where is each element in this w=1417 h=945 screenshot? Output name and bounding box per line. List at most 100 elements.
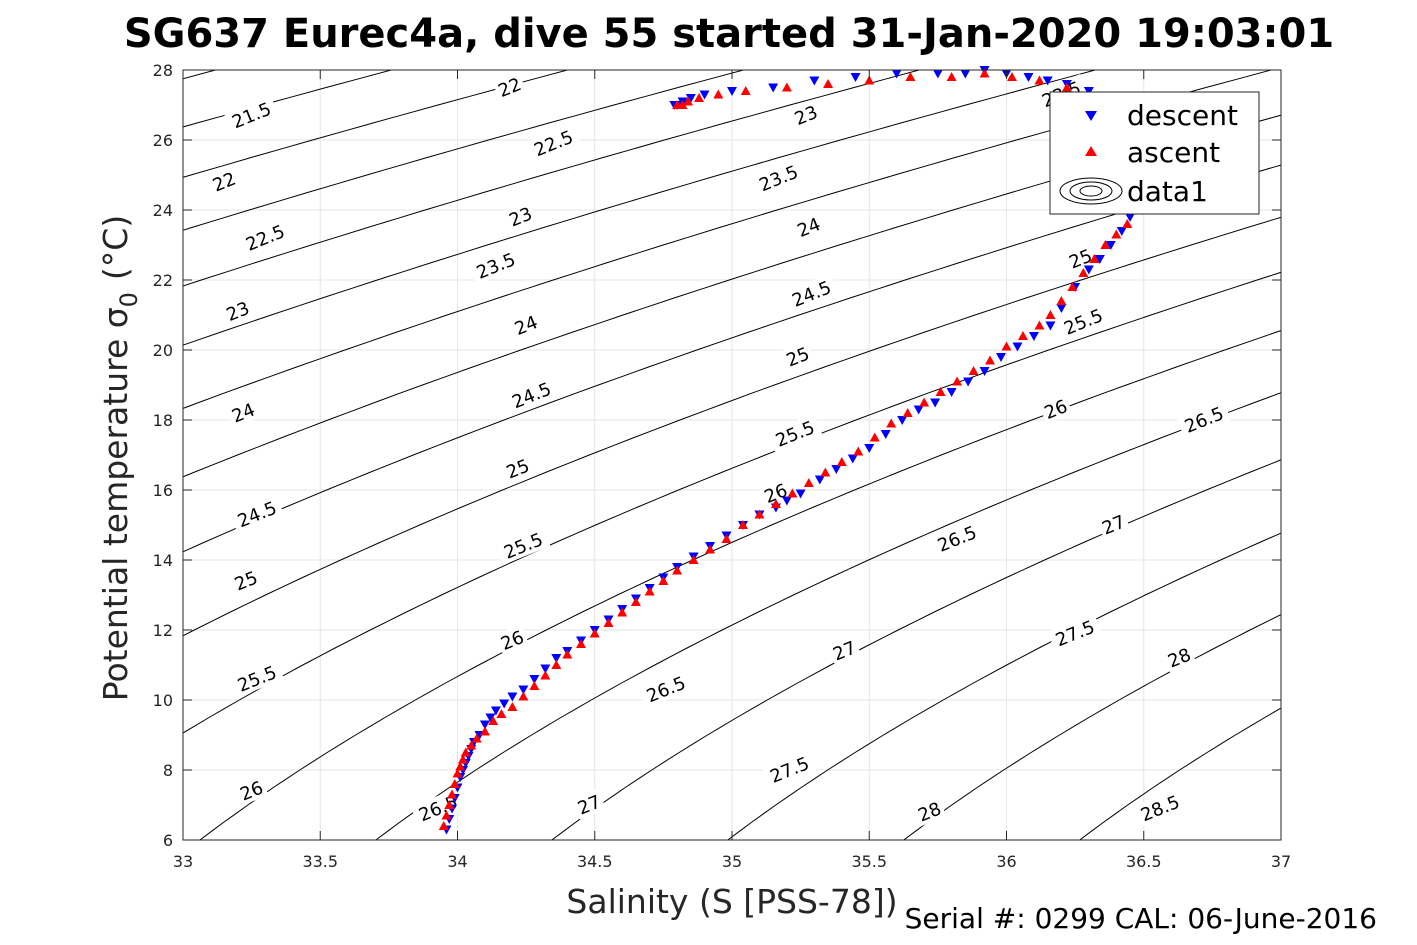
descent-marker [551,654,562,663]
descent-marker [1023,73,1034,82]
y-tick-label: 26 [153,131,173,150]
y-tick-label: 12 [153,621,173,640]
ascent-marker [672,565,683,575]
legend-box [1049,91,1260,215]
contour-label: 25 [500,452,535,484]
density-contour-line [183,216,1281,637]
svg-text:23.5: 23.5 [474,249,519,283]
contour-label: 27 [571,788,607,820]
ascent-marker [946,72,957,81]
ascent-marker [518,691,529,701]
descent-marker [479,720,490,730]
y-tick-label: 28 [153,61,173,80]
svg-text:24.5: 24.5 [789,277,834,311]
contour-label: 24.5 [229,494,285,534]
density-contour-line [183,70,922,287]
contour-label: 22 [492,71,527,103]
contour-label: 28.5 [1132,788,1188,828]
ascent-marker [441,810,452,820]
ascent-marker [919,397,930,407]
y-axis-label: Potential temperature σ0 (°C) [96,215,143,701]
x-tick-label: 34.5 [577,852,613,871]
contour-label: 26.5 [929,518,985,558]
density-contour-line [183,70,218,80]
ascent-marker [471,733,482,743]
y-tick-label: 22 [153,271,173,290]
descent-marker [1045,321,1056,331]
descent-marker [795,489,806,499]
ascent-marker [466,740,477,750]
ascent-marker [740,86,751,95]
ascent-marker [455,761,466,771]
ascent-marker [672,100,683,109]
descent-marker [979,367,990,376]
ascent-marker [1034,320,1045,330]
y-tick-label: 20 [153,341,173,360]
ascent-marker [488,716,499,725]
contour-label: 27 [827,634,862,666]
ascent-marker [589,628,600,638]
contour-label: 28 [1161,641,1197,673]
density-contour-line [183,70,570,178]
svg-text:27.5: 27.5 [1053,617,1098,651]
contour-label: 25 [228,564,263,596]
contour-label: 26.5 [1176,399,1232,439]
x-tick-label: 37 [1271,852,1291,871]
y-axis-label-subscript: 0 [115,292,143,307]
ascent-marker [905,72,916,81]
contour-label: 21.5 [223,95,279,135]
contour-label: 25.5 [229,658,285,698]
x-tick-label: 33 [173,852,193,871]
svg-text:24.5: 24.5 [235,498,280,532]
descent-marker [891,69,902,79]
ascent-marker [935,387,946,396]
contour-label: 22 [206,165,241,197]
ascent-marker [694,93,705,102]
density-contour-line [375,392,1281,840]
contour-label: 23.5 [751,158,806,198]
x-tick-label: 36 [996,852,1016,871]
ascent-marker [576,639,587,648]
descent-marker [880,430,891,439]
ascent-marker [1122,219,1133,228]
ascent-marker [683,96,694,106]
ascent-marker [460,747,471,757]
descent-marker [996,353,1007,362]
x-tick-label: 33.5 [302,852,338,871]
x-axis-ticks: 33 33.5 34 34.5 35 35.5 36 36.5 37 [173,70,1291,871]
ascent-marker [770,499,781,508]
descent-marker [540,664,551,674]
contour-label: 24.5 [503,375,559,415]
descent-marker [1028,332,1039,341]
descent-marker [1012,342,1023,352]
legend-descent-marker [1085,111,1097,121]
descent-marker [960,69,971,79]
density-contour-line [550,459,1281,840]
ascent-marker [713,89,724,99]
y-tick-label: 18 [153,411,173,430]
ascent-marker [952,376,963,386]
ascent-marker [562,649,573,659]
svg-text:28.5: 28.5 [1138,792,1183,826]
svg-text:25.5: 25.5 [501,529,546,563]
ascent-marker [457,754,468,764]
ascent-marker [1089,254,1100,263]
ascent-marker [781,82,792,92]
ascent-marker [902,408,913,417]
ascent-marker [1061,82,1072,92]
x-axis-label: Salinity (S [PSS-78]) [566,882,897,921]
contour-label: 27.5 [761,749,817,789]
ascent-marker [1100,240,1111,249]
legend-descent-label: descent [1127,99,1238,132]
ascent-marker [1006,72,1017,81]
ascent-marker [968,366,979,375]
svg-text:23.5: 23.5 [756,162,801,196]
ascent-marker [479,726,490,736]
ascent-marker [1001,341,1012,351]
ascent-marker [630,597,641,606]
y-tick-label: 14 [153,551,173,570]
ascent-marker [985,355,996,365]
svg-text:21.5: 21.5 [229,99,274,133]
density-contours [183,70,1281,840]
